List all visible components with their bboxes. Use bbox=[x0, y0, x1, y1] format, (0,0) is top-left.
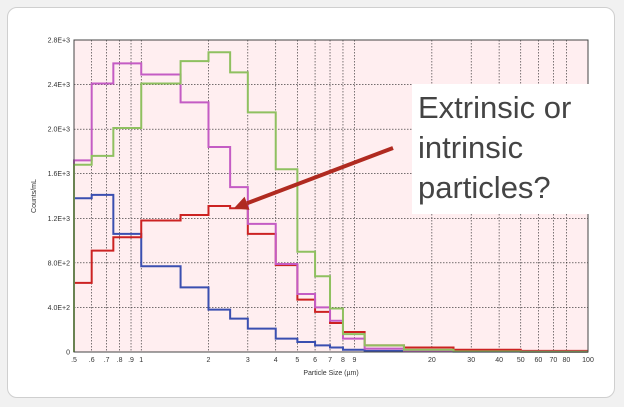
x-tick-label: .5 bbox=[71, 357, 77, 364]
x-tick-label: 20 bbox=[428, 357, 436, 364]
x-tick-label: 60 bbox=[535, 357, 543, 364]
series-lines bbox=[73, 51, 588, 353]
x-tick-label: 30 bbox=[467, 357, 475, 364]
y-tick-label: 1.2E+3 bbox=[48, 216, 70, 223]
x-tick-label: 3 bbox=[246, 357, 250, 364]
annotation-line-2: intrinsic bbox=[418, 130, 524, 165]
y-tick-label: 0 bbox=[66, 350, 70, 357]
x-tick-label: 7 bbox=[328, 357, 332, 364]
y-tick-label: 2.4E+3 bbox=[48, 82, 70, 89]
y-tick-label: 4.0E+2 bbox=[48, 305, 70, 312]
x-tick-label: 100 bbox=[582, 357, 594, 364]
x-tick-label: 6 bbox=[313, 357, 317, 364]
x-tick-label: 8 bbox=[341, 357, 345, 364]
arrow-head bbox=[233, 196, 250, 210]
y-tick-labels: 0 4.0E+2 8.0E+2 1.2E+3 1.6E+3 2.0E+3 2.4E+3 2.8… bbox=[48, 38, 70, 357]
annotation-arrow bbox=[233, 146, 394, 210]
x-tick-label: .8 bbox=[117, 357, 123, 364]
x-tick-label: .7 bbox=[104, 357, 110, 364]
arrow-shaft bbox=[246, 146, 394, 206]
y-tick-label: 1.6E+3 bbox=[48, 171, 70, 178]
x-tick-label: 4 bbox=[274, 357, 278, 364]
annotation-line-3: particles? bbox=[418, 170, 551, 205]
x-axis-label: Particle Size (µm) bbox=[303, 370, 358, 377]
x-tick-label: .9 bbox=[128, 357, 134, 364]
x-tick-label: 70 bbox=[549, 357, 557, 364]
x-tick-label: 50 bbox=[517, 357, 525, 364]
x-tick-label: 80 bbox=[562, 357, 570, 364]
y-tick-label: 8.0E+2 bbox=[48, 260, 70, 267]
y-tick-label: 2.8E+3 bbox=[48, 38, 70, 45]
x-tick-labels: .5 .6 .7 .8 .9 1 2 3 4 5 6 7 8 9 20 30 40 50 60 70 80 100 bbox=[71, 357, 594, 364]
y-tick-label: 2.0E+3 bbox=[48, 127, 70, 134]
annotation-text: Extrinsic or intrinsic particles? bbox=[412, 84, 612, 214]
x-tick-label: 2 bbox=[207, 357, 211, 364]
x-tick-label: 5 bbox=[295, 357, 299, 364]
annotation-line-1: Extrinsic or bbox=[418, 90, 572, 125]
x-tick-label: 40 bbox=[495, 357, 503, 364]
x-tick-label: .6 bbox=[89, 357, 95, 364]
x-tick-label: 9 bbox=[352, 357, 356, 364]
y-axis-label: Counts/mL bbox=[31, 179, 38, 213]
x-tick-label: 1 bbox=[139, 357, 143, 364]
series-line-4 bbox=[73, 51, 588, 353]
